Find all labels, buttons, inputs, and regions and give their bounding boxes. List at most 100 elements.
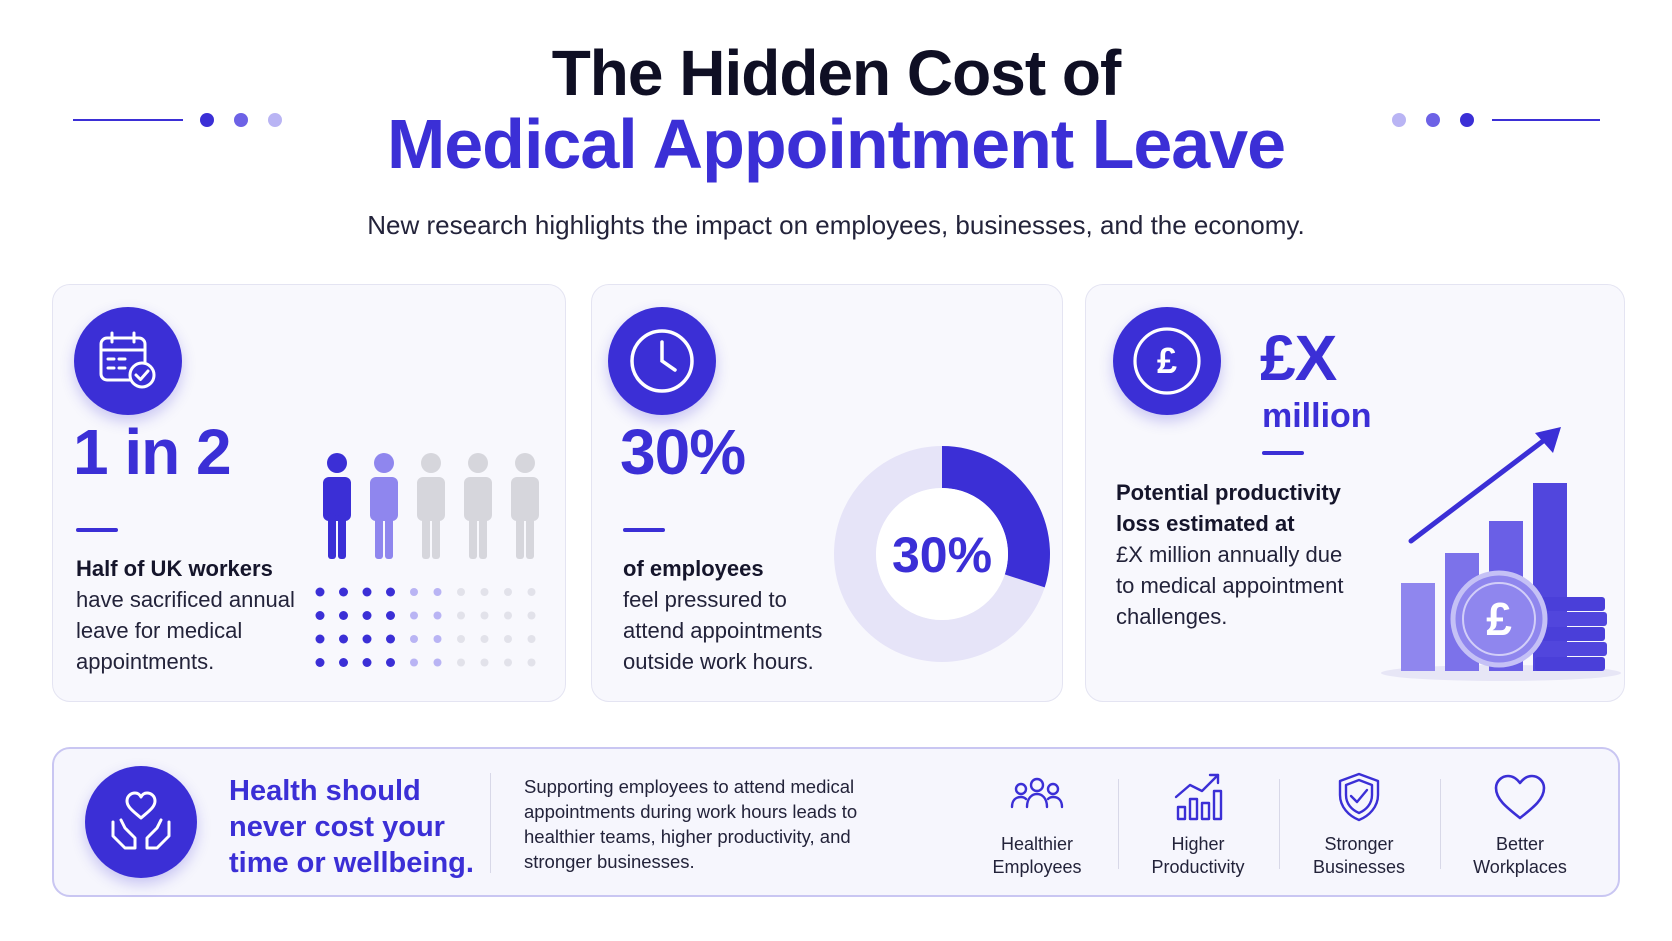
stat-value: £X [1260,322,1337,394]
divider [490,773,491,873]
benefit-label: Better Workplaces [1473,834,1567,877]
grid-dot [504,588,512,596]
accent-bar [76,528,118,532]
grid-dot [362,634,372,644]
people-figures [313,453,553,563]
donut-hole [876,488,1008,620]
stat-card-annual-leave: 1 in 2 Half of UK workers have sacrifice… [52,284,566,702]
header-deco-dot [234,113,248,127]
grid-dot [386,634,395,644]
grid-dot [480,635,489,643]
grid-dot [527,658,536,667]
stat-description-text: feel pressured to attend appointments ou… [623,587,823,674]
header-deco-dot [1426,113,1440,127]
grid-dot [433,658,442,667]
growth-chart-icon [1123,769,1273,825]
grid-dot [457,635,465,643]
growth-bars-illustration: £ [1381,427,1621,681]
accent-bar [1262,451,1304,455]
donut-chart: 30% [834,446,1050,662]
stat-description: Potential productivity loss estimated at… [1116,477,1366,632]
header-deco-dot [1460,113,1474,127]
person-figure [464,453,492,559]
grid-dot [339,634,348,644]
stat-description-text: £X million annually due to medical appoi… [1116,542,1344,629]
grid-dot [339,611,348,620]
stat-value: 1 in 2 [73,416,232,488]
grid-dot [433,588,442,596]
person-figure [417,453,445,559]
stat-description-bold: of employees [623,556,764,581]
coin-symbol: £ [1486,593,1512,645]
benefit-label: Healthier Employees [992,834,1082,877]
grid-dot [386,611,395,620]
grid-dot [386,658,395,667]
grid-dot [410,588,418,596]
heart-hands-icon [85,766,197,878]
banner-text: Supporting employees to attend medical a… [524,776,858,872]
stat-unit: million [1262,397,1372,435]
header-deco-dot [200,113,214,127]
grid-dot [527,588,536,596]
person-figure [511,453,539,559]
page-title-line2: Medical Appointment Leave [386,105,1286,183]
clock-icon [608,307,716,415]
grid-dot [339,587,348,597]
grid-dot [480,658,489,667]
banner-heading-text: Health should never cost your time or we… [229,775,474,879]
benefit-stronger-businesses: Stronger Businesses [1284,769,1434,879]
grid-dot [410,635,418,643]
header-deco-line-left [73,119,183,121]
grid-dot [315,587,325,597]
benefit-higher-productivity: Higher Productivity [1123,769,1273,879]
person-figure [370,453,398,559]
grid-dot [457,658,465,667]
grid-dot [457,611,465,620]
banner-heading: Health should never cost your time or we… [229,773,479,881]
dot-grid [315,587,555,677]
heart-outline-icon [1445,769,1595,825]
grid-dot [362,611,372,620]
grid-dot [362,658,372,667]
grid-dot [457,588,465,596]
person-figure-highlight [323,453,351,559]
page-subtitle: New research highlights the impact on em… [367,210,1305,240]
grid-dot [527,611,536,620]
grid-dot [433,635,442,643]
benefit-better-workplaces: Better Workplaces [1445,769,1595,879]
grid-dot [315,611,325,620]
benefit-label: Stronger Businesses [1312,834,1406,877]
pound-coin-icon: £ [1113,307,1221,415]
coin-symbol: £ [1157,340,1177,381]
grid-dot [339,658,348,667]
stat-description: of employees feel pressured to attend ap… [623,553,833,677]
grid-dot [386,587,395,597]
bottom-banner: Health should never cost your time or we… [52,747,1620,897]
divider [1440,779,1441,869]
calendar-check-icon [74,307,182,415]
benefit-label: Higher Productivity [1151,834,1245,877]
grid-dot [410,611,418,620]
stat-description-bold: Potential productivity loss estimated at [1116,480,1341,536]
grid-dot [410,658,418,667]
stat-card-pressure: 30% of employees feel pressured to atten… [591,284,1063,702]
header-deco-line-right [1492,119,1600,121]
grid-dot [315,658,325,667]
header-deco-dot [268,113,282,127]
grid-dot [480,588,489,596]
grid-dot [362,587,372,597]
people-group-icon [962,769,1112,825]
divider [1279,779,1280,869]
donut-label: 30% [892,527,992,583]
grid-dot [504,658,512,667]
stat-description-text: have sacrificed annual leave for medical… [76,587,295,674]
grid-dot [433,611,442,620]
grid-dot [480,611,489,620]
grid-dot [527,635,536,643]
stat-card-productivity: £ £X million Potential productivity loss… [1085,284,1625,702]
accent-bar [623,528,665,532]
donut-segment [942,446,1050,588]
stat-description-bold: Half of UK workers [76,556,273,581]
divider [1118,779,1119,869]
header-deco-dot [1392,113,1406,127]
